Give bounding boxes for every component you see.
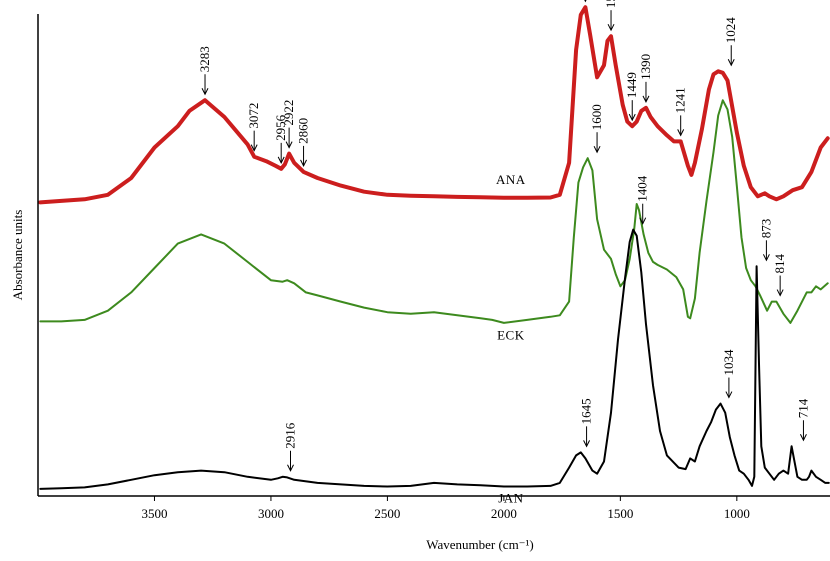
annotation-arrow-head [250, 144, 258, 152]
series-label-ana: ANA [496, 172, 526, 187]
annotation-arrow-head [201, 88, 209, 96]
annotation-label: 873 [758, 219, 773, 239]
x-tick-label: 3500 [141, 506, 167, 521]
annotation-label: 1390 [638, 54, 653, 80]
annotation-label: 1404 [635, 175, 650, 202]
annotation-label: 1600 [589, 104, 604, 130]
peak-annotation-2916: 2916 [283, 422, 298, 472]
annotation-label: 1645 [579, 398, 594, 424]
annotation-label: 2916 [283, 422, 298, 449]
peak-annotation-3072: 3072 [246, 103, 261, 152]
annotation-label: 814 [772, 254, 787, 274]
x-tick-label: 1000 [724, 506, 750, 521]
annotation-arrow-head [287, 464, 294, 472]
peak-annotation-1024: 1024 [723, 17, 738, 67]
series-label-jan: JAN [498, 491, 523, 506]
annotation-label: 1024 [723, 17, 738, 44]
x-tick-label: 2500 [374, 506, 400, 521]
annotation-label: 714 [795, 398, 810, 418]
annotation-label: 2956 [273, 114, 288, 141]
annotation-arrow-head [727, 59, 735, 67]
annotation-arrow-head [583, 440, 591, 448]
series-label-eck: ECK [497, 328, 525, 343]
annotation-arrow-head [277, 156, 285, 164]
peak-annotation-873: 873 [758, 219, 773, 262]
x-axis-title: Wavenumber (cm⁻¹) [426, 537, 534, 552]
peak-annotation-1600: 1600 [589, 104, 604, 154]
annotation-arrow-head [584, 0, 587, 3]
peak-annotation-1540: 1540 [603, 0, 618, 32]
series-line-eck [39, 99, 829, 324]
peak-annotation-1241: 1241 [673, 87, 688, 137]
peak-annotation-1449: 1449 [624, 72, 639, 122]
peak-annotation-814: 814 [772, 254, 787, 297]
annotation-label: 1540 [603, 0, 618, 8]
x-tick-label: 3000 [258, 506, 284, 521]
annotation-label: 2860 [296, 118, 311, 144]
annotation-arrow-head [639, 217, 647, 225]
annotation-arrow-head [300, 159, 308, 168]
annotation-arrow-head [593, 145, 601, 154]
peak-annotation-1390: 1390 [638, 54, 653, 103]
x-tick-layer: 3500 3000 2500 2000 1500 1000 [141, 496, 750, 521]
annotation-label: 1241 [673, 87, 688, 113]
annotation-arrow-head [776, 289, 784, 297]
annotation-label: 1449 [624, 72, 639, 98]
peak-annotation-2922: 2922 [281, 100, 296, 149]
annotation-arrow-head [642, 95, 650, 103]
annotation-label: 3283 [197, 46, 212, 72]
annotation-label: 2922 [281, 100, 296, 126]
peak-annotation-1645: 1645 [579, 398, 594, 448]
annotation-arrow-head [677, 129, 685, 137]
annotation-arrow-head [799, 434, 807, 442]
annotation-label: 3072 [246, 103, 261, 129]
peak-annotation-2956: 2956 [273, 114, 288, 164]
series-line-ana [38, 5, 830, 205]
peak-annotation-1404: 1404 [635, 175, 650, 225]
annotation-arrow-head [725, 391, 733, 399]
series-layer: ANA ECK JAN [38, 5, 830, 506]
x-tick-label: 1500 [607, 506, 633, 521]
annotation-label: 1034 [721, 349, 736, 376]
x-tick-label: 2000 [491, 506, 517, 521]
peak-annotation-1650: 1650 [584, 0, 587, 3]
y-axis-title: Absorbance units [10, 210, 25, 301]
peak-annotation-1034: 1034 [721, 349, 736, 399]
annotation-arrow-head [607, 23, 615, 32]
peak-annotation-3283: 3283 [197, 46, 212, 96]
peak-annotation-2860: 2860 [296, 118, 311, 168]
series-line-jan [39, 228, 830, 490]
annotation-arrow-head [628, 113, 636, 122]
peak-annotation-714: 714 [795, 398, 810, 442]
annotation-arrow-head [762, 254, 770, 262]
annotation-arrow-head [285, 141, 293, 149]
